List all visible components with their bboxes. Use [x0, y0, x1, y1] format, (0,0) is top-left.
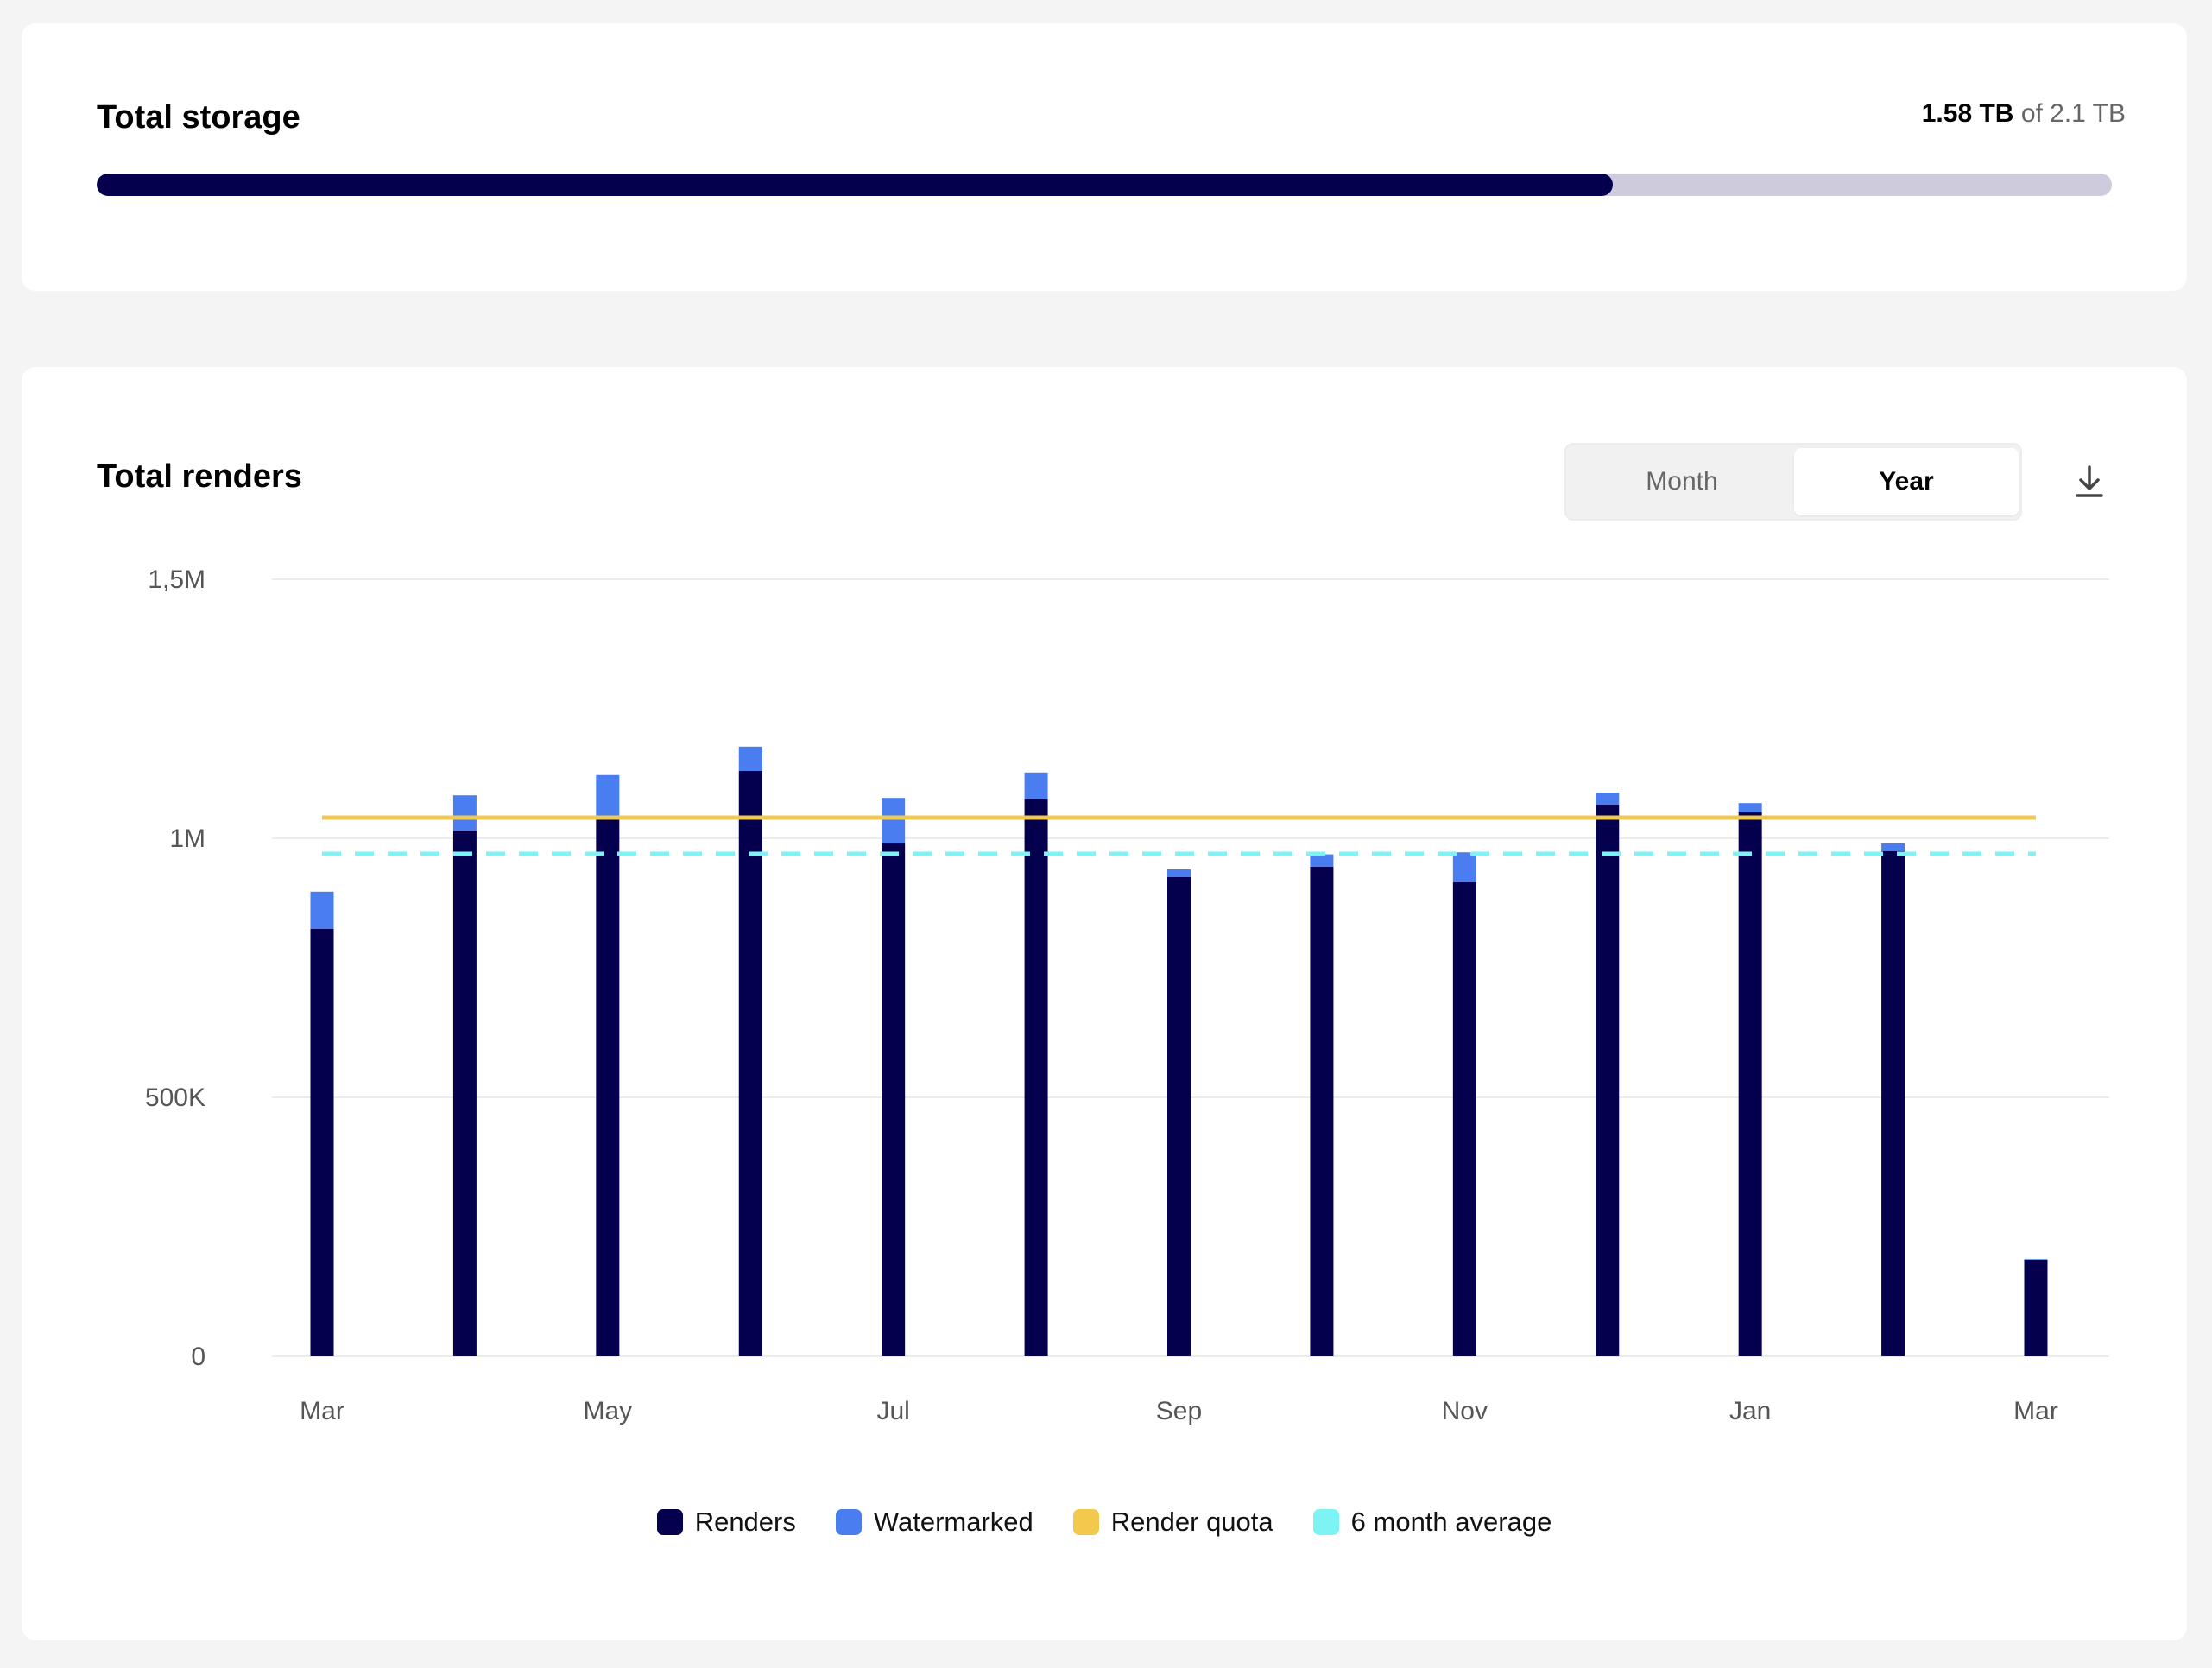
bar-watermarked-0	[310, 891, 334, 929]
bar-renders-3	[738, 771, 762, 1356]
legend-swatch	[1072, 1509, 1099, 1535]
legend-label: Renders	[694, 1507, 796, 1537]
storage-progress-fill	[97, 174, 1614, 196]
renders-card: Total renders Month Year 0 500K 1M 1,5M Mar M…	[22, 367, 2187, 1640]
y-tick-label: 0	[191, 1343, 205, 1371]
chart-legend: Renders Watermarked Render quota 6 month av…	[22, 1507, 2187, 1538]
legend-item: 6 month average	[1312, 1507, 1552, 1538]
legend-item: Render quota	[1072, 1507, 1273, 1538]
storage-total: of 2.1 TB	[2020, 99, 2126, 128]
y-tick-label: 1,5M	[148, 565, 205, 594]
storage-progress-track	[97, 174, 2112, 196]
toggle-month[interactable]: Month	[1646, 467, 1718, 496]
bar-renders-9	[1596, 805, 1620, 1356]
bar-watermarked-6	[1167, 869, 1191, 877]
y-tick-label: 500K	[145, 1084, 205, 1112]
bar-watermarked-11	[1881, 843, 1905, 851]
y-tick-label: 1M	[169, 825, 205, 853]
storage-used: 1.58 TB	[1921, 99, 2014, 128]
period-toggle: Month Year	[1564, 443, 2022, 521]
x-tick-label: Sep	[1156, 1397, 1202, 1425]
bar-watermarked-9	[1596, 793, 1620, 805]
bar-watermarked-1	[452, 795, 477, 831]
toggle-year[interactable]: Year	[1794, 448, 2019, 515]
legend-item: Watermarked	[835, 1507, 1033, 1538]
storage-card: Total storage 1.58 TB of 2.1 TB	[22, 23, 2187, 291]
legend-swatch	[835, 1509, 862, 1535]
bar-renders-6	[1167, 877, 1191, 1356]
bar-renders-1	[452, 831, 477, 1356]
x-tick-label: Jul	[876, 1397, 909, 1425]
bar-renders-2	[596, 818, 620, 1356]
bar-watermarked-12	[2024, 1259, 2048, 1260]
bar-renders-10	[1738, 812, 1762, 1356]
storage-title: Total storage	[97, 99, 300, 136]
storage-readout: 1.58 TB of 2.1 TB	[1922, 99, 2126, 129]
bar-renders-11	[1881, 851, 1905, 1356]
x-tick-label: May	[583, 1397, 632, 1425]
legend-label: 6 month average	[1350, 1507, 1552, 1537]
bar-renders-0	[310, 929, 334, 1356]
x-tick-label: Nov	[1442, 1397, 1488, 1425]
renders-title: Total renders	[97, 458, 302, 495]
legend-swatch	[1312, 1509, 1339, 1535]
bar-watermarked-4	[882, 798, 906, 843]
legend-label: Render quota	[1110, 1507, 1273, 1537]
bar-renders-8	[1452, 882, 1476, 1356]
renders-chart: 0 500K 1M 1,5M Mar May Jul Sep Nov Jan Mar	[145, 565, 2109, 1425]
download-icon	[2076, 465, 2103, 497]
bar-watermarked-3	[738, 746, 762, 771]
x-tick-label: Mar	[300, 1397, 344, 1425]
download-button[interactable]	[2068, 460, 2111, 503]
bar-renders-12	[2024, 1260, 2048, 1356]
x-tick-label: Jan	[1729, 1397, 1771, 1425]
legend-item: Renders	[656, 1507, 796, 1538]
bar-watermarked-8	[1452, 852, 1476, 882]
bar-renders-7	[1310, 867, 1334, 1356]
bar-watermarked-10	[1738, 803, 1762, 812]
bar-watermarked-5	[1024, 772, 1048, 799]
x-tick-label: Mar	[2013, 1397, 2058, 1425]
bar-watermarked-7	[1310, 854, 1334, 867]
bar-renders-5	[1024, 799, 1048, 1356]
legend-swatch	[656, 1509, 683, 1535]
legend-label: Watermarked	[873, 1507, 1033, 1537]
bar-watermarked-2	[596, 774, 620, 818]
bar-renders-4	[882, 843, 906, 1356]
